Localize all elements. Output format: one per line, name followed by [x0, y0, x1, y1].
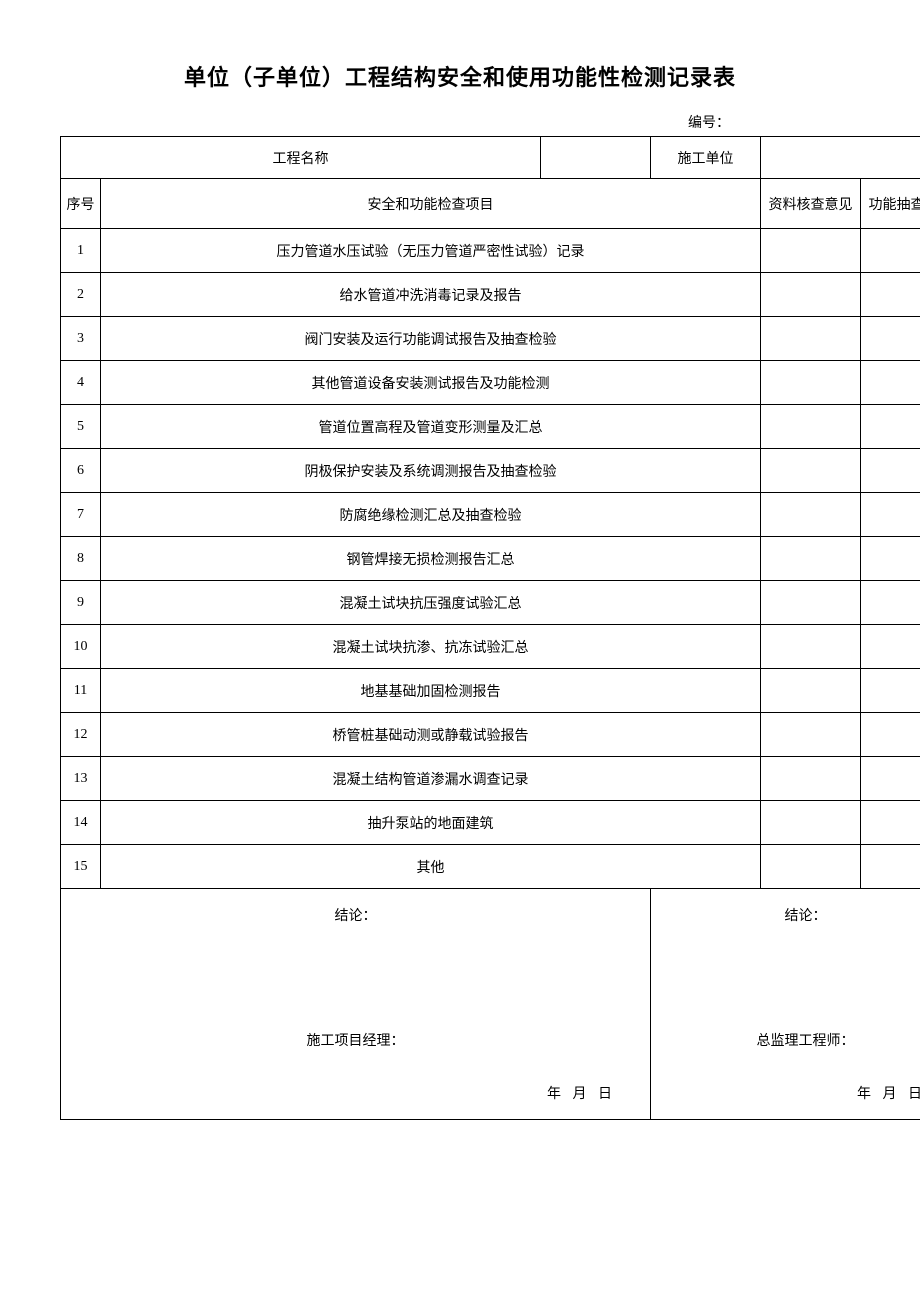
cell-review: [761, 273, 861, 317]
table-row: 13 混凝土结构管道渗漏水调查记录: [61, 757, 920, 801]
cell-item: 阴极保护安装及系统调测报告及抽查检验: [101, 449, 761, 493]
inspection-table: 工程名称 施工单位 序号 安全和功能检查项目 资料核查意见 功能抽查结果 1 压…: [60, 136, 920, 1120]
cell-item: 给水管道冲洗消毒记录及报告: [101, 273, 761, 317]
cell-review: [761, 713, 861, 757]
construction-unit-label: 施工单位: [651, 137, 761, 179]
conclusion-right-date: 年 月 日: [857, 1083, 920, 1103]
cell-seq: 1: [61, 229, 101, 273]
cell-seq: 13: [61, 757, 101, 801]
cell-result: [861, 845, 920, 889]
cell-review: [761, 361, 861, 405]
construction-unit-value: [761, 137, 920, 179]
cell-item: 压力管道水压试验（无压力管道严密性试验）记录: [101, 229, 761, 273]
cell-item: 其他: [101, 845, 761, 889]
cell-result: [861, 713, 920, 757]
cell-review: [761, 317, 861, 361]
cell-item: 混凝土试块抗压强度试验汇总: [101, 581, 761, 625]
cell-review: [761, 493, 861, 537]
cell-seq: 6: [61, 449, 101, 493]
cell-item: 其他管道设备安装测试报告及功能检测: [101, 361, 761, 405]
table-row: 7 防腐绝缘检测汇总及抽查检验: [61, 493, 920, 537]
cell-seq: 10: [61, 625, 101, 669]
col-result-header: 功能抽查结果: [861, 179, 920, 229]
cell-result: [861, 229, 920, 273]
table-row: 4 其他管道设备安装测试报告及功能检测: [61, 361, 920, 405]
cell-item: 抽升泵站的地面建筑: [101, 801, 761, 845]
cell-result: [861, 273, 920, 317]
cell-review: [761, 801, 861, 845]
cell-result: [861, 625, 920, 669]
header-row-2: 序号 安全和功能检查项目 资料核查意见 功能抽查结果: [61, 179, 920, 229]
cell-review: [761, 625, 861, 669]
cell-item: 钢管焊接无损检测报告汇总: [101, 537, 761, 581]
cell-seq: 14: [61, 801, 101, 845]
conclusion-left: 结论： 施工项目经理： 年 月 日: [61, 889, 651, 1120]
cell-result: [861, 581, 920, 625]
cell-seq: 4: [61, 361, 101, 405]
cell-result: [861, 361, 920, 405]
table-row: 10 混凝土试块抗渗、抗冻试验汇总: [61, 625, 920, 669]
col-review-header: 资料核查意见: [761, 179, 861, 229]
cell-review: [761, 537, 861, 581]
page-title: 单位（子单位）工程结构安全和使用功能性检测记录表: [60, 60, 860, 92]
cell-seq: 2: [61, 273, 101, 317]
table-row: 14 抽升泵站的地面建筑: [61, 801, 920, 845]
conclusion-right-label: 结论：: [655, 905, 920, 925]
cell-result: [861, 669, 920, 713]
cell-review: [761, 405, 861, 449]
cell-review: [761, 757, 861, 801]
conclusion-left-label: 结论：: [65, 905, 646, 925]
cell-result: [861, 317, 920, 361]
cell-item: 桥管桩基础动测或静载试验报告: [101, 713, 761, 757]
table-row: 15 其他: [61, 845, 920, 889]
cell-result: [861, 405, 920, 449]
cell-review: [761, 669, 861, 713]
conclusion-left-sign: 施工项目经理：: [65, 1030, 646, 1050]
table-row: 12 桥管桩基础动测或静载试验报告: [61, 713, 920, 757]
table-row: 8 钢管焊接无损检测报告汇总: [61, 537, 920, 581]
cell-item: 混凝土结构管道渗漏水调查记录: [101, 757, 761, 801]
table-row: 5 管道位置高程及管道变形测量及汇总: [61, 405, 920, 449]
col-seq-header: 序号: [61, 179, 101, 229]
cell-result: [861, 449, 920, 493]
conclusion-right: 结论： 总监理工程师： 年 月 日: [651, 889, 920, 1120]
cell-result: [861, 757, 920, 801]
cell-item: 管道位置高程及管道变形测量及汇总: [101, 405, 761, 449]
table-row: 9 混凝土试块抗压强度试验汇总: [61, 581, 920, 625]
cell-seq: 3: [61, 317, 101, 361]
col-item-header: 安全和功能检查项目: [101, 179, 761, 229]
cell-seq: 5: [61, 405, 101, 449]
cell-item: 混凝土试块抗渗、抗冻试验汇总: [101, 625, 761, 669]
conclusion-row: 结论： 施工项目经理： 年 月 日 结论： 总监理工程师： 年 月 日: [61, 889, 920, 1120]
cell-item: 地基基础加固检测报告: [101, 669, 761, 713]
cell-review: [761, 845, 861, 889]
cell-seq: 12: [61, 713, 101, 757]
conclusion-left-date: 年 月 日: [547, 1083, 616, 1103]
project-name-label: 工程名称: [61, 137, 541, 179]
table-row: 3 阀门安装及运行功能调试报告及抽查检验: [61, 317, 920, 361]
cell-item: 阀门安装及运行功能调试报告及抽查检验: [101, 317, 761, 361]
cell-seq: 8: [61, 537, 101, 581]
cell-review: [761, 449, 861, 493]
cell-item: 防腐绝缘检测汇总及抽查检验: [101, 493, 761, 537]
cell-seq: 9: [61, 581, 101, 625]
cell-seq: 11: [61, 669, 101, 713]
cell-review: [761, 229, 861, 273]
table-row: 11 地基基础加固检测报告: [61, 669, 920, 713]
table-row: 6 阴极保护安装及系统调测报告及抽查检验: [61, 449, 920, 493]
serial-label: 编号：: [60, 112, 860, 132]
project-name-value: [541, 137, 651, 179]
cell-review: [761, 581, 861, 625]
cell-seq: 7: [61, 493, 101, 537]
header-row-1: 工程名称 施工单位: [61, 137, 920, 179]
cell-result: [861, 493, 920, 537]
table-row: 1 压力管道水压试验（无压力管道严密性试验）记录: [61, 229, 920, 273]
conclusion-right-sign: 总监理工程师：: [655, 1030, 920, 1050]
table-row: 2 给水管道冲洗消毒记录及报告: [61, 273, 920, 317]
cell-result: [861, 801, 920, 845]
cell-result: [861, 537, 920, 581]
cell-seq: 15: [61, 845, 101, 889]
